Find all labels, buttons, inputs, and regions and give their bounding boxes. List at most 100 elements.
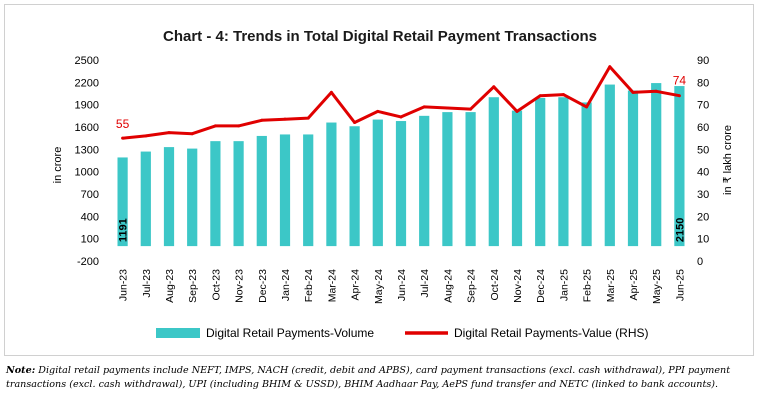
value-point — [538, 94, 542, 98]
value-point — [144, 134, 148, 138]
y2-tick-label: 60 — [697, 122, 709, 134]
value-data-label: 55 — [116, 117, 130, 131]
y2-tick-label: 40 — [697, 167, 709, 179]
x-tick-label: Aug-24 — [442, 269, 454, 303]
value-point — [353, 121, 357, 125]
y2-tick-label: 90 — [697, 55, 709, 67]
x-tick-label: Jul-23 — [141, 269, 153, 298]
volume-bar — [279, 134, 291, 247]
x-tick-label: Jan-24 — [280, 269, 292, 301]
x-tick-label: Nov-23 — [234, 269, 246, 303]
value-data-label: 74 — [673, 74, 687, 88]
chart-title: Chart - 4: Trends in Total Digital Retai… — [163, 28, 597, 45]
volume-bar — [604, 84, 615, 247]
y-axis-title: in crore — [52, 147, 64, 184]
value-point — [399, 115, 403, 119]
volume-bar — [535, 97, 546, 247]
value-point — [445, 106, 449, 110]
y-tick-label: 1000 — [75, 167, 99, 179]
y2-tick-label: 20 — [697, 211, 709, 223]
value-point — [608, 65, 612, 69]
value-point — [260, 118, 264, 122]
x-tick-label: Apr-25 — [628, 269, 640, 301]
volume-bar — [372, 119, 383, 247]
volume-bar — [651, 83, 662, 247]
volume-data-label: 1191 — [118, 218, 130, 242]
y-tick-label: 1900 — [75, 100, 99, 112]
volume-bar — [488, 97, 499, 247]
value-point — [631, 90, 635, 94]
value-point — [237, 124, 241, 128]
volume-bar — [163, 147, 175, 247]
value-point — [213, 124, 217, 128]
volume-bar — [511, 110, 523, 247]
volume-bar — [674, 86, 685, 247]
y-tick-label: 1300 — [75, 144, 99, 156]
x-tick-label: Feb-25 — [582, 269, 594, 302]
chart-frame: Chart - 4: Trends in Total Digital Retai… — [4, 4, 754, 356]
volume-bar — [465, 112, 476, 247]
value-point — [422, 105, 426, 109]
volume-bar — [349, 126, 360, 247]
volume-bar — [140, 151, 151, 247]
value-point — [561, 93, 565, 97]
value-point — [469, 107, 473, 111]
x-tick-label: Aug-23 — [164, 269, 176, 303]
x-tick-label: Jun-23 — [118, 269, 130, 301]
volume-bar — [627, 90, 639, 247]
x-tick-label: Nov-24 — [512, 269, 524, 303]
x-tick-label: Feb-24 — [303, 269, 315, 302]
volume-bar — [187, 148, 198, 247]
x-tick-label: Mar-25 — [605, 269, 617, 302]
y-tick-label: -200 — [77, 256, 99, 268]
y2-tick-label: 30 — [697, 189, 709, 201]
value-point — [190, 132, 194, 136]
volume-data-label: 2150 — [674, 218, 686, 242]
x-tick-label: Mar-24 — [326, 269, 338, 302]
x-tick-label: Dec-24 — [535, 269, 547, 303]
y2-tick-label: 0 — [697, 256, 703, 268]
volume-bar — [256, 135, 267, 247]
y2-axis-title: in ₹ lakh crore — [722, 125, 734, 195]
note-label: Note: — [6, 365, 36, 376]
x-tick-label: Dec-23 — [257, 269, 269, 303]
y2-tick-label: 50 — [697, 144, 709, 156]
y2-tick-label: 80 — [697, 77, 709, 89]
value-point — [283, 117, 287, 121]
value-point — [515, 109, 519, 113]
value-point — [677, 94, 681, 98]
volume-bar — [117, 157, 128, 247]
y-tick-label: 2500 — [75, 55, 99, 67]
value-point — [492, 85, 496, 89]
volume-bar — [233, 141, 244, 247]
volume-bar — [395, 121, 407, 247]
x-tick-label: Oct-24 — [489, 269, 501, 301]
y-tick-label: 2200 — [75, 77, 99, 89]
note-text: Digital retail payments include NEFT, IM… — [6, 365, 731, 390]
x-tick-label: Jan-25 — [558, 269, 570, 301]
y-tick-label: 100 — [81, 234, 99, 246]
x-tick-label: May-25 — [651, 269, 663, 304]
value-point — [654, 89, 658, 93]
x-tick-label: Jun-24 — [396, 269, 408, 301]
x-tick-label: Oct-23 — [210, 269, 222, 301]
y-tick-label: 1600 — [75, 122, 99, 134]
x-tick-label: Sep-23 — [187, 269, 199, 303]
value-point — [167, 131, 171, 135]
value-point — [306, 116, 310, 120]
value-point — [585, 105, 589, 109]
y-tick-label: 700 — [81, 189, 99, 201]
value-point — [376, 109, 380, 113]
x-tick-label: Sep-24 — [466, 269, 478, 303]
y2-tick-label: 10 — [697, 234, 709, 246]
volume-bar — [442, 112, 453, 247]
y-tick-label: 400 — [81, 211, 99, 223]
chart-svg: Chart - 4: Trends in Total Digital Retai… — [52, 28, 734, 340]
x-tick-label: Apr-24 — [350, 269, 362, 301]
x-tick-label: May-24 — [373, 269, 385, 304]
x-tick-label: Jul-24 — [419, 269, 431, 298]
value-point — [329, 90, 333, 94]
legend-label-volume: Digital Retail Payments-Volume — [206, 326, 374, 340]
legend-label-value: Digital Retail Payments-Value (RHS) — [454, 326, 649, 340]
x-tick-label: Jun-25 — [674, 269, 686, 301]
